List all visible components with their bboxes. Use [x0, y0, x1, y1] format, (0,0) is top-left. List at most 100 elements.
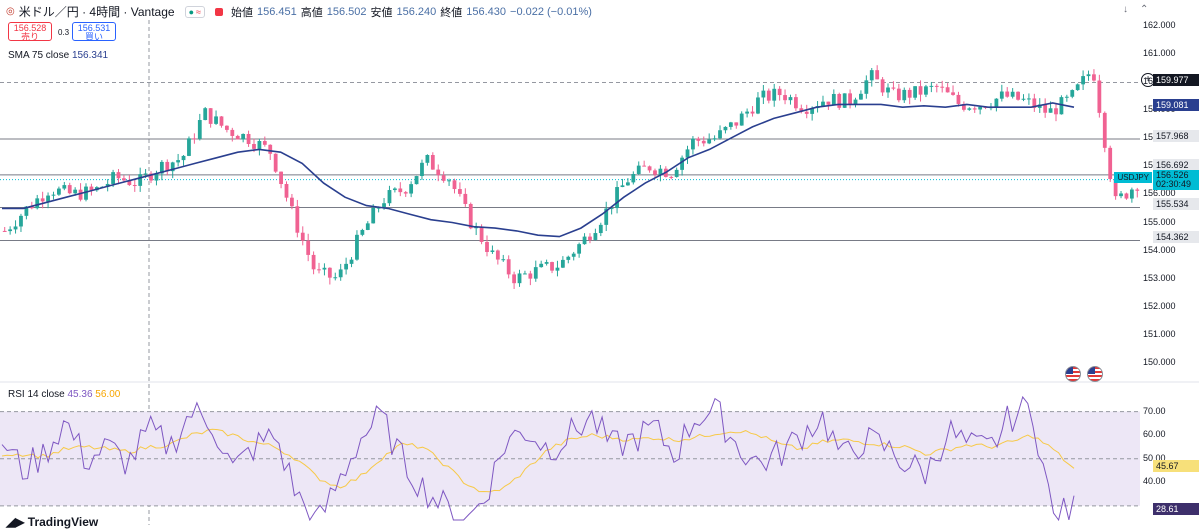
candle-body — [1097, 80, 1102, 113]
candle-body — [880, 79, 885, 93]
candle-body — [506, 259, 511, 275]
market-status-icon[interactable]: ● ≈ — [184, 5, 205, 18]
candle-body — [51, 194, 56, 196]
candle-body — [891, 87, 896, 89]
candle-body — [593, 233, 598, 240]
add-alert-icon[interactable]: + — [1141, 73, 1155, 87]
candle-body — [241, 133, 246, 140]
us-flag-icon[interactable] — [1087, 366, 1103, 382]
candle-body — [485, 241, 489, 252]
level-tag-5: 154.362 — [1153, 231, 1199, 243]
logo-icon: ◢▶ — [6, 515, 28, 529]
candle-body — [143, 173, 148, 175]
last-price: 156.526 — [1156, 170, 1189, 180]
tradingview-logo[interactable]: ◢▶ TradingView — [6, 515, 98, 529]
candle-body — [181, 155, 186, 161]
candle-body — [766, 90, 771, 101]
candle-body — [653, 170, 657, 175]
candle-body — [159, 161, 164, 174]
candle-body — [295, 206, 300, 233]
candle-body — [1119, 193, 1123, 197]
candle-body — [674, 169, 679, 177]
candle-body — [978, 106, 983, 110]
candle-body — [913, 86, 918, 98]
candle-body — [116, 172, 121, 179]
rsi-legend[interactable]: RSI 14 close 45.36 56.00 — [8, 389, 120, 400]
symbol-tag: USDJPY — [1114, 172, 1152, 183]
candle-body — [414, 176, 419, 185]
candle-body — [615, 187, 619, 209]
price-axis-label: 150.000 — [1143, 357, 1176, 368]
candle-body — [831, 93, 836, 105]
candle-body — [447, 180, 451, 182]
rsi-ma-tag: 45.67 — [1153, 460, 1199, 472]
low-label: 安値 — [370, 6, 393, 19]
candle-body — [961, 103, 966, 110]
candle-body — [956, 94, 961, 104]
candle-body — [127, 180, 132, 186]
candle-body — [598, 224, 603, 234]
candle-body — [252, 144, 256, 149]
candle-body — [896, 88, 901, 101]
candle-body — [165, 161, 170, 172]
candle-body — [203, 108, 208, 121]
candle-body — [403, 192, 408, 194]
candle-body — [1081, 76, 1085, 85]
open-value: 156.451 — [256, 5, 297, 18]
level-tag-1: 159.977 — [1153, 74, 1199, 86]
high-label: 高値 — [300, 6, 323, 19]
change-value: −0.022 (−0.01%) — [510, 5, 592, 18]
candle-body — [409, 184, 414, 194]
collapse-icon[interactable]: ⌃ — [1140, 4, 1149, 15]
sma-value: 156.341 — [71, 50, 109, 61]
candle-body — [972, 108, 977, 110]
level-tag-4: 155.534 — [1153, 198, 1199, 210]
close-value: 156.430 — [466, 5, 507, 18]
candle-body — [1086, 74, 1091, 77]
candle-body — [425, 154, 430, 163]
us-flag-icon[interactable] — [1065, 366, 1081, 382]
candle-body — [1010, 91, 1015, 97]
candle-body — [46, 195, 50, 202]
candle-body — [1032, 98, 1037, 108]
price-axis-label: 161.000 — [1143, 47, 1176, 58]
candle-body — [246, 133, 251, 145]
candle-body — [626, 182, 630, 186]
candle-body — [620, 185, 625, 188]
download-icon[interactable]: ↓ — [1123, 4, 1128, 15]
candle-body — [1027, 98, 1031, 100]
buy-button[interactable]: 156.531 買い — [72, 22, 116, 42]
candle-body — [376, 207, 381, 209]
candle-body — [636, 165, 641, 174]
candle-body — [1059, 97, 1064, 115]
sma-legend[interactable]: SMA 75 close 156.341 — [8, 50, 108, 61]
candle-body — [669, 176, 674, 178]
symbol-title[interactable]: 米ドル／円 · 4時間 · Vantage — [18, 5, 175, 19]
candle-body — [170, 162, 175, 172]
candle-body — [1129, 189, 1134, 199]
candle-body — [864, 80, 869, 94]
candle-body — [750, 111, 755, 114]
rsi-axis-label: 70.00 — [1143, 405, 1166, 416]
candle-body — [761, 90, 766, 98]
candle-body — [24, 206, 29, 216]
candle-body — [728, 122, 733, 127]
sma-label: SMA 75 close — [8, 50, 70, 61]
candle-body — [317, 269, 321, 271]
candle-body — [224, 125, 229, 130]
candle-body — [219, 116, 224, 126]
candle-body — [826, 101, 831, 105]
rsi-axis-label: 40.00 — [1143, 476, 1166, 487]
candle-body — [848, 93, 852, 105]
candle-body — [230, 129, 235, 136]
sma-price-tag: 159.081 — [1153, 99, 1199, 111]
sell-button[interactable]: 156.528 売り — [8, 22, 52, 42]
candle-body — [631, 173, 636, 183]
candle-body — [940, 86, 945, 88]
candle-body — [268, 144, 273, 154]
candle-body — [929, 85, 934, 87]
candle-body — [680, 157, 684, 170]
candle-body — [57, 188, 61, 195]
candle-body — [273, 153, 278, 172]
